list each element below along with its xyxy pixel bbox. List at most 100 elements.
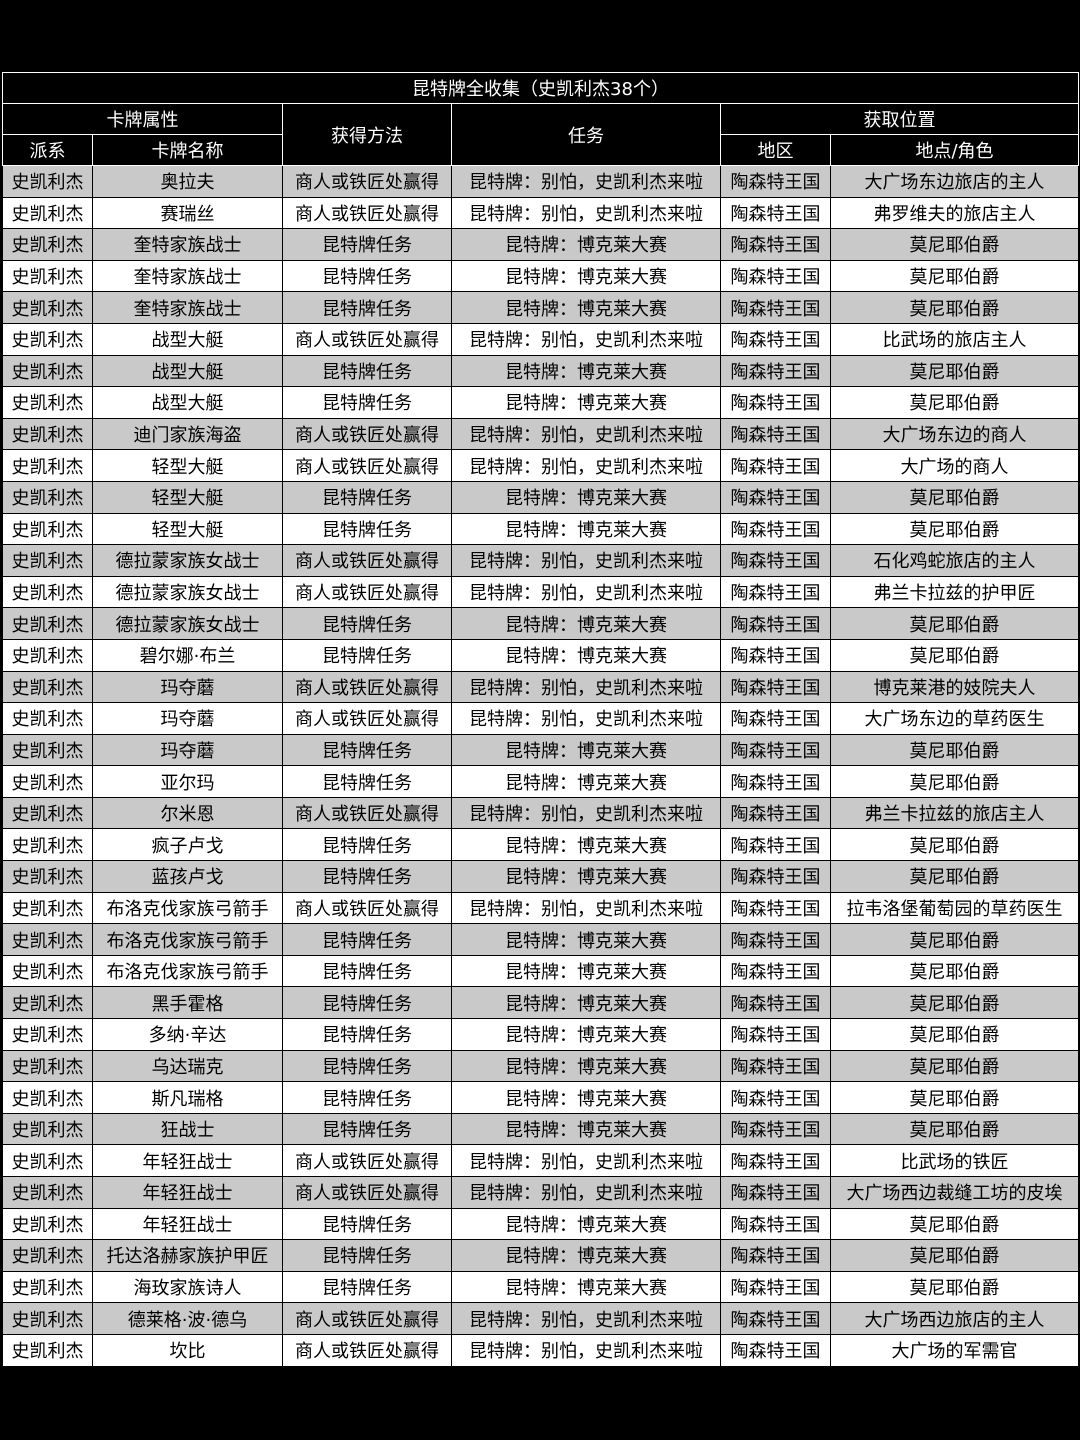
table-row: 史凯利杰 德拉蒙家族女战士 商人或铁匠处赢得 昆特牌：别怕，史凯利杰来啦 陶森特王国 弗兰… (2, 575, 1079, 609)
cell: 拉韦洛堡葡萄园的草药医生 (830, 891, 1079, 925)
table-row: 史凯利杰 战型大艇 商人或铁匠处赢得 昆特牌：别怕，史凯利杰来啦 陶森特王国 比武场的旅店… (2, 322, 1079, 356)
cell: 陶森特王国 (720, 607, 831, 640)
table-row: 史凯利杰 德拉蒙家族女战士 商人或铁匠处赢得 昆特牌：别怕，史凯利杰来啦 陶森特王国 石化… (2, 544, 1079, 577)
cell: 史凯利杰 (2, 417, 93, 451)
cell: 年轻狂战士 (92, 1176, 283, 1209)
table-row: 史凯利杰 黑手霍格 昆特牌任务 昆特牌：博克莱大赛 陶森特王国 莫尼耶伯爵 (2, 986, 1079, 1020)
cell: 年轻狂战士 (92, 1144, 283, 1177)
cell: 疯子卢戈 (92, 828, 283, 862)
cell: 昆特牌：别怕，史凯利杰来啦 (451, 449, 721, 482)
cell: 史凯利杰 (2, 512, 93, 546)
cell: 奎特家族战士 (92, 291, 283, 324)
cell: 史凯利杰 (2, 1176, 93, 1209)
cell: 陶森特王国 (720, 1081, 831, 1114)
cell: 大广场西边旅店的主人 (830, 1302, 1079, 1335)
cell: 昆特牌：博克莱大赛 (451, 1270, 721, 1304)
cell: 昆特牌：别怕，史凯利杰来啦 (451, 1302, 721, 1335)
cell: 昆特牌任务 (282, 1018, 452, 1051)
cell: 商人或铁匠处赢得 (282, 1144, 452, 1177)
cell: 莫尼耶伯爵 (830, 1081, 1079, 1114)
cell: 莫尼耶伯爵 (830, 354, 1079, 388)
cell: 昆特牌：别怕，史凯利杰来啦 (451, 165, 721, 198)
header-cell: 卡牌属性 (2, 103, 283, 135)
table-row: 史凯利杰 玛夺蘑 商人或铁匠处赢得 昆特牌：别怕，史凯利杰来啦 陶森特王国 博克莱港的妓院… (2, 670, 1079, 704)
cell: 商人或铁匠处赢得 (282, 196, 452, 230)
cell: 陶森特王国 (720, 196, 831, 230)
cell: 史凯利杰 (2, 860, 93, 893)
cell: 陶森特王国 (720, 923, 831, 956)
cell: 昆特牌任务 (282, 480, 452, 514)
cell: 陶森特王国 (720, 1112, 831, 1146)
cell: 史凯利杰 (2, 1018, 93, 1051)
cell: 莫尼耶伯爵 (830, 1207, 1079, 1241)
cell: 石化鸡蛇旅店的主人 (830, 544, 1079, 577)
cell: 史凯利杰 (2, 1081, 93, 1114)
cell: 布洛克伐家族弓箭手 (92, 954, 283, 988)
cell: 陶森特王国 (720, 1270, 831, 1304)
cell: 陶森特王国 (720, 796, 831, 830)
cell: 昆特牌任务 (282, 1049, 452, 1083)
cell: 托达洛赫家族护甲匠 (92, 1239, 283, 1272)
cell: 史凯利杰 (2, 796, 93, 830)
cell: 史凯利杰 (2, 196, 93, 230)
cell: 陶森特王国 (720, 544, 831, 577)
header-cell: 地点/角色 (830, 134, 1079, 166)
cell: 战型大艇 (92, 354, 283, 388)
cell: 莫尼耶伯爵 (830, 954, 1079, 988)
cell: 陶森特王国 (720, 828, 831, 862)
table-row: 史凯利杰 乌达瑞克 昆特牌任务 昆特牌：博克莱大赛 陶森特王国 莫尼耶伯爵 (2, 1049, 1079, 1083)
cell: 昆特牌：博克莱大赛 (451, 1239, 721, 1272)
cell: 陶森特王国 (720, 702, 831, 735)
table-row: 史凯利杰 布洛克伐家族弓箭手 昆特牌任务 昆特牌：博克莱大赛 陶森特王国 莫尼耶伯爵 (2, 954, 1079, 988)
cell: 史凯利杰 (2, 1333, 93, 1367)
cell: 大广场东边的商人 (830, 417, 1079, 451)
cell: 狂战士 (92, 1112, 283, 1146)
cell: 黑手霍格 (92, 986, 283, 1020)
cell: 陶森特王国 (720, 733, 831, 767)
cell: 昆特牌：别怕，史凯利杰来啦 (451, 670, 721, 704)
cell: 布洛克伐家族弓箭手 (92, 891, 283, 925)
cell: 商人或铁匠处赢得 (282, 417, 452, 451)
cell: 碧尔娜·布兰 (92, 638, 283, 672)
cell: 昆特牌任务 (282, 638, 452, 672)
cell: 商人或铁匠处赢得 (282, 165, 452, 198)
cell: 陶森特王国 (720, 386, 831, 419)
cell: 陶森特王国 (720, 291, 831, 324)
cell: 轻型大艇 (92, 449, 283, 482)
cell: 昆特牌：别怕，史凯利杰来啦 (451, 544, 721, 577)
cell: 德拉蒙家族女战士 (92, 544, 283, 577)
cell: 昆特牌：博克莱大赛 (451, 765, 721, 798)
cell: 德莱格·波·德乌 (92, 1302, 283, 1335)
cell: 莫尼耶伯爵 (830, 1018, 1079, 1051)
cell: 赛瑞丝 (92, 196, 283, 230)
header-cell: 派系 (2, 134, 93, 166)
table-row: 史凯利杰 布洛克伐家族弓箭手 商人或铁匠处赢得 昆特牌：别怕，史凯利杰来啦 陶森特王国拉… (2, 891, 1079, 925)
cell: 多纳·辛达 (92, 1018, 283, 1051)
cell: 昆特牌：博克莱大赛 (451, 386, 721, 419)
cell: 陶森特王国 (720, 1144, 831, 1177)
cell: 陶森特王国 (720, 322, 831, 356)
cell: 昆特牌任务 (282, 860, 452, 893)
cell: 史凯利杰 (2, 228, 93, 261)
cell: 昆特牌：博克莱大赛 (451, 1049, 721, 1083)
table-body: 史凯利杰 奥拉夫 商人或铁匠处赢得 昆特牌：别怕，史凯利杰来啦 陶森特王国 大广场东边旅店… (2, 165, 1079, 1367)
table-row: 史凯利杰 玛夺蘑 昆特牌任务 昆特牌：博克莱大赛 陶森特王国 莫尼耶伯爵 (2, 733, 1079, 767)
cell: 陶森特王国 (720, 954, 831, 988)
cell: 陶森特王国 (720, 449, 831, 482)
table-row: 史凯利杰 年轻狂战士 商人或铁匠处赢得 昆特牌：别怕，史凯利杰来啦 陶森特王国 比武场的铁… (2, 1144, 1079, 1177)
cell: 昆特牌任务 (282, 954, 452, 988)
cell: 弗兰卡拉兹的护甲匠 (830, 575, 1079, 609)
cell: 史凯利杰 (2, 259, 93, 293)
cell: 昆特牌：别怕，史凯利杰来啦 (451, 196, 721, 230)
table-row: 史凯利杰 德莱格·波·德乌 商人或铁匠处赢得 昆特牌：别怕，史凯利杰来啦 陶森特王国 大广… (2, 1302, 1079, 1335)
header-cell: 任务 (451, 103, 721, 166)
table-row: 史凯利杰 奥拉夫 商人或铁匠处赢得 昆特牌：别怕，史凯利杰来啦 陶森特王国 大广场东边旅店… (2, 165, 1079, 198)
cell: 史凯利杰 (2, 607, 93, 640)
cell: 史凯利杰 (2, 291, 93, 324)
cell: 昆特牌：博克莱大赛 (451, 860, 721, 893)
cell: 商人或铁匠处赢得 (282, 575, 452, 609)
cell: 陶森特王国 (720, 1333, 831, 1367)
header-cell: 获取位置 (720, 103, 1079, 135)
cell: 莫尼耶伯爵 (830, 828, 1079, 862)
